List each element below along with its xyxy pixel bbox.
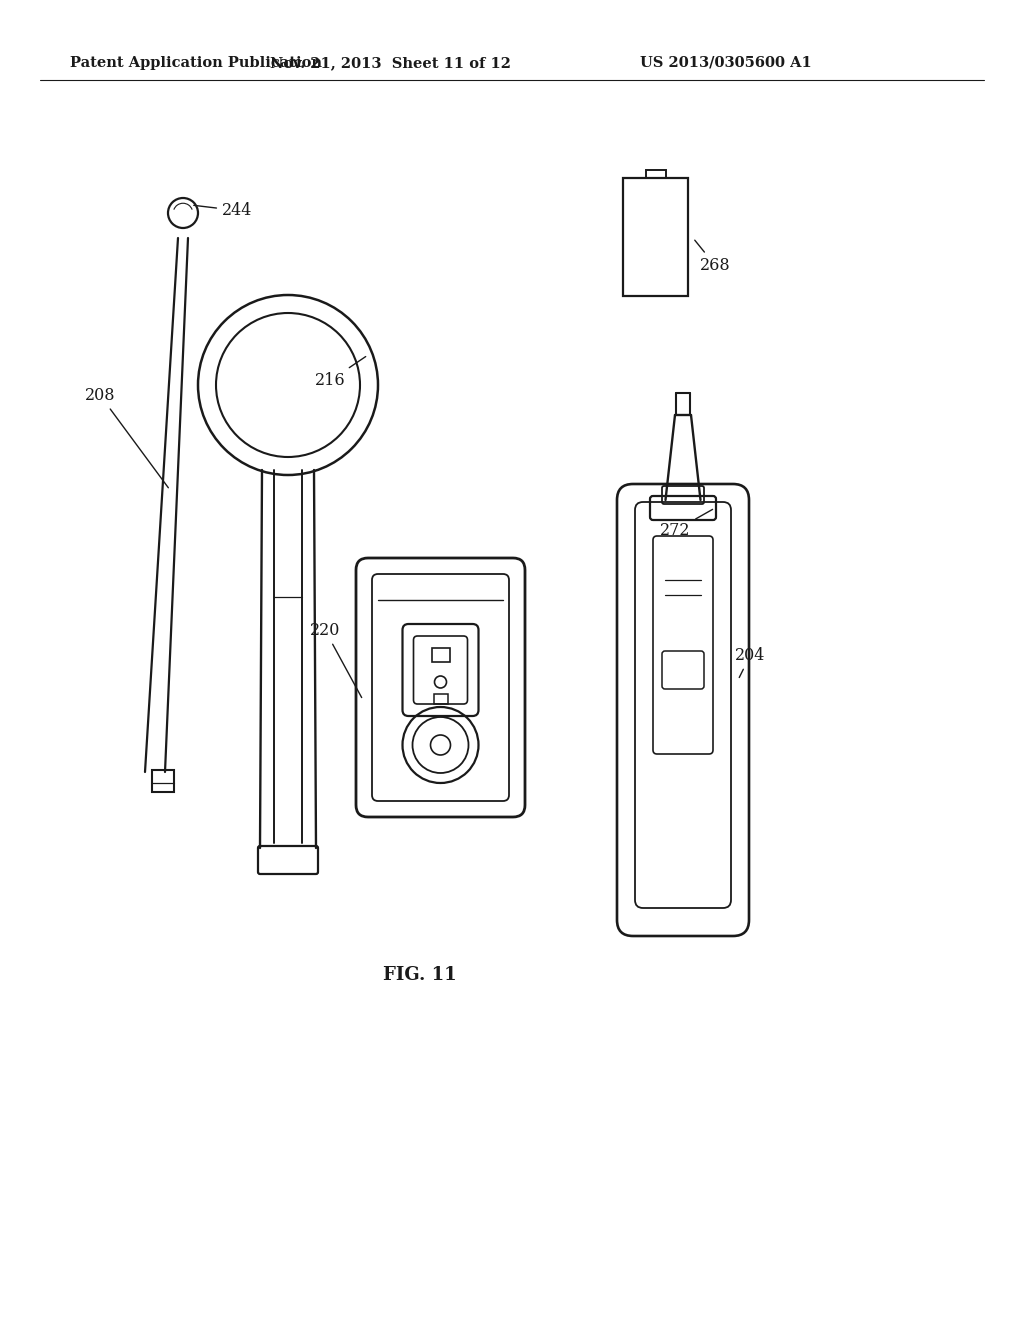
Text: 220: 220 bbox=[310, 622, 361, 697]
Bar bbox=[623, 178, 688, 296]
Text: 244: 244 bbox=[194, 202, 252, 219]
Text: Nov. 21, 2013  Sheet 11 of 12: Nov. 21, 2013 Sheet 11 of 12 bbox=[269, 55, 511, 70]
Text: 216: 216 bbox=[315, 356, 366, 389]
Text: 272: 272 bbox=[660, 510, 713, 539]
Bar bbox=[645, 170, 666, 178]
Text: 204: 204 bbox=[735, 647, 765, 677]
Bar bbox=[152, 770, 174, 792]
Text: Patent Application Publication: Patent Application Publication bbox=[70, 55, 322, 70]
Text: 208: 208 bbox=[85, 387, 168, 488]
Bar bbox=[431, 648, 450, 663]
Text: FIG. 11: FIG. 11 bbox=[383, 966, 457, 983]
Text: US 2013/0305600 A1: US 2013/0305600 A1 bbox=[640, 55, 812, 70]
Text: 268: 268 bbox=[694, 240, 731, 275]
Bar bbox=[433, 694, 447, 704]
